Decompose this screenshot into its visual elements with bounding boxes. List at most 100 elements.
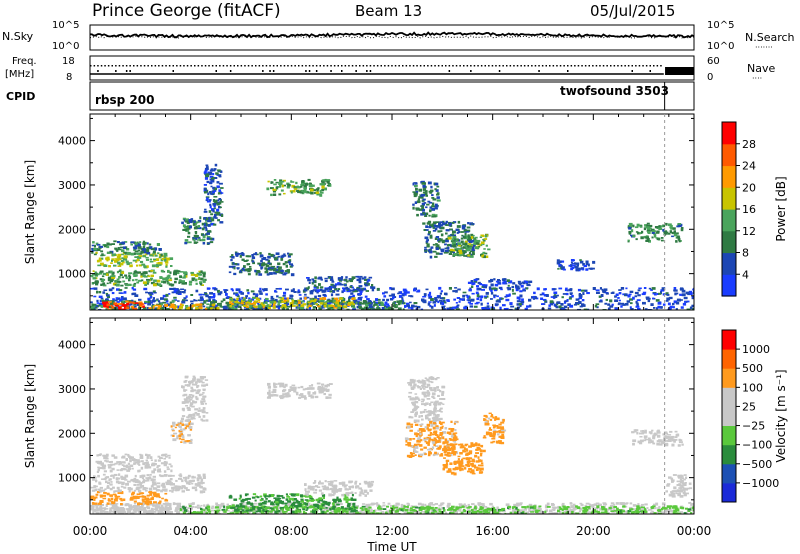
power-cell: [133, 300, 137, 303]
velocity-cell: [671, 509, 674, 513]
power-cell: [452, 240, 456, 243]
velocity-cell: [145, 453, 148, 456]
power-cell: [238, 253, 241, 255]
power-cell: [269, 268, 273, 271]
power-cell: [258, 263, 263, 266]
power-cell: [436, 196, 440, 199]
power-cell: [205, 189, 208, 192]
power-cell: [130, 252, 134, 256]
power-cell: [257, 270, 261, 273]
power-cell: [652, 297, 655, 300]
power-cell: [254, 270, 258, 273]
power-cell: [203, 184, 207, 186]
velocity-cell: [302, 508, 306, 511]
power-cell: [448, 243, 452, 247]
power-cell: [307, 279, 311, 282]
velocity-cell: [608, 506, 612, 510]
velocity-cell: [170, 469, 173, 473]
power-cell: [582, 292, 585, 295]
power-cell: [569, 304, 574, 308]
power-cell: [424, 192, 428, 196]
velocity-cell: [523, 508, 527, 511]
power-cell: [500, 288, 503, 291]
power-cell: [389, 297, 394, 301]
power-cell: [100, 250, 104, 253]
power-cell: [327, 307, 331, 310]
power-cell: [149, 295, 153, 298]
power-cell: [429, 206, 433, 209]
power-cell: [121, 257, 125, 260]
power-cell: [90, 287, 94, 290]
power-cell: [134, 250, 139, 253]
power-cell: [673, 233, 678, 237]
power-cell: [218, 206, 221, 209]
power-cell: [485, 292, 489, 295]
power-cell: [183, 289, 187, 292]
velocity-cell: [588, 511, 593, 514]
power-cell: [179, 275, 182, 279]
velocity-cell: [444, 511, 448, 514]
power-cell: [543, 288, 547, 291]
power-cell: [507, 284, 510, 287]
power-cell: [246, 259, 249, 262]
power-cell: [282, 179, 286, 182]
velocity-cell: [455, 511, 458, 514]
velocity-cell: [99, 500, 104, 503]
power-cell: [438, 286, 442, 290]
velocity-cell: [502, 509, 506, 513]
power-cell: [100, 283, 103, 286]
power-cell: [467, 299, 472, 302]
power-cell: [110, 301, 114, 304]
velocity-cell: [463, 510, 467, 513]
velocity-cell: [519, 509, 522, 513]
velocity-cell: [157, 459, 161, 462]
power-cell: [563, 300, 567, 304]
power-cell: [473, 278, 478, 282]
power-cell: [181, 301, 186, 304]
power-cell: [138, 301, 143, 303]
velocity-cell: [215, 506, 219, 509]
power-cell: [675, 301, 680, 305]
power-cell: [157, 307, 160, 310]
power-cell: [642, 301, 646, 305]
power-cell: [128, 272, 133, 275]
noise-right-tick-top: 10^5: [707, 20, 734, 31]
power-cell: [425, 225, 428, 228]
velocity-cell: [97, 502, 102, 505]
velocity-cell: [129, 459, 132, 463]
velocity-cell: [371, 502, 375, 506]
power-cell: [206, 232, 210, 235]
power-cell: [474, 240, 479, 243]
power-cell: [447, 244, 450, 247]
velocity-cell: [662, 512, 665, 514]
velocity-cell: [640, 512, 645, 514]
power-cell: [490, 279, 494, 282]
power-cell: [414, 184, 418, 187]
velocity-cell: [188, 505, 192, 508]
power-cell: [520, 303, 524, 306]
velocity-cell: [95, 506, 99, 509]
power-cell: [512, 282, 516, 285]
velocity-cell: [105, 457, 109, 460]
freq-mark: [154, 65, 157, 67]
velocity-cell: [565, 507, 569, 510]
power-cell: [657, 305, 661, 309]
power-cell: [99, 270, 104, 273]
power-cell: [230, 308, 234, 310]
power-cell: [205, 196, 210, 199]
power-cell: [162, 280, 167, 284]
power-cell: [152, 297, 155, 300]
velocity-cell: [118, 463, 121, 466]
freq-mark: [448, 65, 451, 67]
velocity-cell: [673, 506, 678, 508]
velocity-cell: [669, 509, 672, 512]
power-cell: [121, 296, 124, 299]
velocity-cell: [422, 508, 426, 510]
velocity-cell: [282, 511, 285, 513]
power-cell: [607, 303, 611, 306]
velocity-cell: [118, 509, 122, 513]
power-cell: [204, 208, 207, 211]
power-cell: [126, 303, 130, 306]
power-cell: [288, 261, 291, 264]
power-cell: [181, 221, 184, 225]
